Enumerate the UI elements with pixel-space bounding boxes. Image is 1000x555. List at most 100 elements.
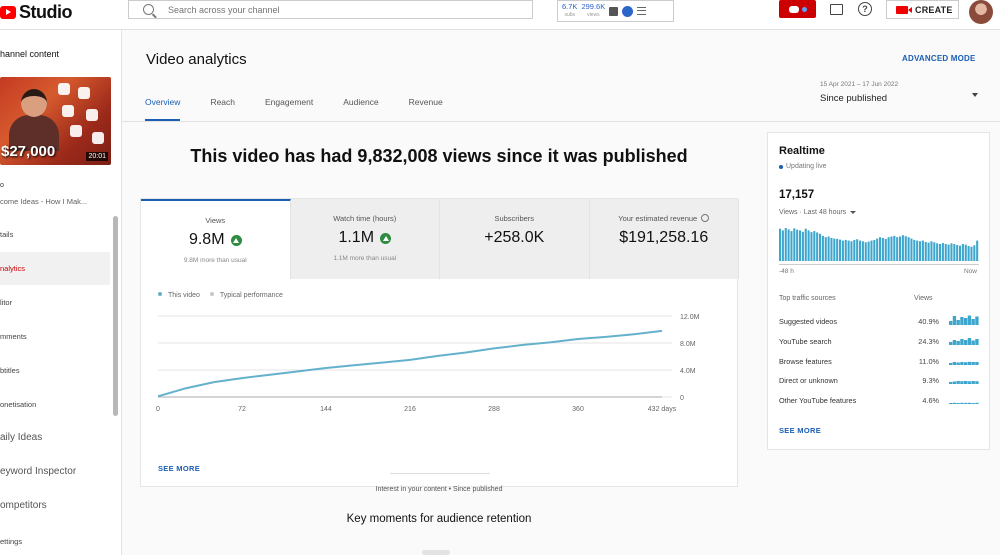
sidebar-item-subtitles[interactable]: btitles [0, 366, 20, 375]
realtime-bar [790, 231, 793, 261]
metric-subscribers[interactable]: Subscribers +258.0K [440, 199, 590, 279]
realtime-bar [844, 239, 847, 261]
realtime-bar [861, 241, 864, 261]
sparkline-bar [956, 403, 960, 405]
realtime-bar [807, 230, 810, 261]
sparkline-bar [960, 361, 964, 365]
y-tick-label: 0 [680, 395, 684, 402]
traffic-sparkline [949, 337, 979, 345]
info-icon[interactable] [701, 214, 710, 222]
notification-dot-icon [801, 6, 807, 12]
tab-engagement[interactable]: Engagement [265, 97, 314, 107]
video-duration: 20:01 [86, 152, 108, 161]
metric-revenue[interactable]: Your estimated revenue $191,258.16 [589, 199, 739, 279]
scroll-chip [422, 550, 450, 555]
sidebar-item-daily-ideas[interactable]: aily Ideas [0, 432, 43, 443]
traffic-source-row[interactable]: Browse features 11.0% [779, 353, 979, 373]
thumbnail-person [9, 89, 59, 151]
sidebar-item-comments[interactable]: mments [0, 332, 27, 341]
chart-legend: This video Typical performance [158, 292, 283, 299]
realtime-bar [887, 237, 890, 261]
sidebar-item-settings[interactable]: ettings [0, 537, 23, 546]
realtime-period-selector[interactable]: Views · Last 48 hours [779, 209, 857, 216]
interest-label: Interest in your content • Since publish… [375, 486, 503, 493]
sidebar-item-editor[interactable]: litor [0, 298, 13, 307]
extension-logo-icon[interactable] [622, 5, 634, 17]
sidebar: hannel content $27,000 20:01 o come Idea… [0, 30, 122, 555]
realtime-bar [884, 238, 887, 261]
y-tick-label: 8.0M [680, 341, 696, 348]
video-thumbnail[interactable]: $27,000 20:01 [0, 77, 111, 165]
sidebar-scrollbar[interactable] [113, 216, 118, 416]
messages-button[interactable] [779, 0, 816, 18]
metric-label: Views [205, 216, 226, 225]
realtime-bar [933, 242, 936, 261]
metric-tabs: Views 9.8M 9.8M more than usual Watch ti… [141, 199, 739, 279]
traffic-source-row[interactable]: YouTube search 24.3% [779, 333, 979, 353]
traffic-source-name: YouTube search [779, 336, 832, 346]
sparkline-bar [960, 381, 964, 385]
realtime-bar [927, 242, 930, 261]
avatar[interactable] [969, 0, 993, 24]
x-tick-label: 72 [238, 406, 246, 413]
sidebar-item-details[interactable]: tails [0, 230, 14, 239]
realtime-see-more-link[interactable]: SEE MORE [779, 426, 821, 435]
realtime-bar [819, 233, 822, 261]
search-icon [143, 4, 154, 15]
ext-stat: 6.7K subs [562, 2, 578, 19]
see-more-link[interactable]: SEE MORE [158, 464, 200, 473]
traffic-source-name: Direct or unknown [779, 376, 838, 386]
create-button[interactable]: CREATE [886, 0, 959, 19]
realtime-views: 17,157 [779, 189, 815, 201]
search-box[interactable] [128, 0, 533, 19]
views-chart[interactable]: 0 4.0M 8.0M 12.0M 0 72 144 216 288 360 432 days [141, 299, 739, 429]
realtime-bar [859, 240, 862, 261]
help-button[interactable]: ? [857, 1, 873, 17]
traffic-source-row[interactable]: Other YouTube features 4.6% [779, 392, 979, 412]
realtime-bar [970, 246, 973, 261]
thumbnail-icon [86, 109, 98, 121]
sparkline-bar [956, 340, 960, 345]
realtime-axis [779, 264, 979, 265]
realtime-bar [799, 230, 802, 261]
realtime-bar [787, 229, 790, 261]
realtime-bar [973, 245, 976, 261]
menu-icon[interactable] [637, 7, 647, 15]
feedback-button[interactable] [828, 1, 844, 17]
realtime-bar [944, 244, 947, 261]
traffic-source-row[interactable]: Direct or unknown 9.3% [779, 372, 979, 392]
studio-logo[interactable]: Studio [0, 2, 73, 23]
thumbnail-icon [58, 83, 70, 95]
tab-revenue[interactable]: Revenue [408, 97, 443, 107]
sidebar-item-analytics[interactable]: nalytics [0, 252, 110, 285]
realtime-bar [959, 245, 962, 261]
search-input[interactable] [168, 4, 468, 15]
date-range-selector[interactable]: 15 Apr 2021 – 17 Jun 2022 Since publishe… [820, 81, 980, 104]
sparkline-bar [975, 338, 979, 345]
sidebar-item-keyword-inspector[interactable]: eyword Inspector [0, 466, 77, 477]
sparkline-bar [975, 361, 979, 365]
traffic-sources-table: Suggested videos 40.9% YouTube search 24.3%… [779, 313, 979, 412]
advanced-mode-link[interactable]: ADVANCED MODE [902, 54, 976, 63]
extension-stats[interactable]: 6.7K subs 299.6K views [557, 0, 674, 22]
sparkline-bar [964, 403, 968, 405]
sparkline-bar [952, 361, 957, 365]
realtime-bar-chart[interactable] [779, 227, 979, 261]
sidebar-item-competitors[interactable]: ompetitors [0, 500, 47, 511]
tab-audience[interactable]: Audience [343, 97, 379, 107]
y-tick-label: 4.0M [680, 368, 696, 375]
realtime-bar [893, 235, 896, 261]
sidebar-item-monetisation[interactable]: onetisation [0, 400, 37, 409]
metric-watch-time[interactable]: Watch time (hours) 1.1M 1.1M more than u… [290, 199, 440, 279]
traffic-source-percent: 9.3% [922, 376, 939, 386]
video-camera-icon [896, 5, 912, 14]
sparkline-bar [956, 381, 960, 385]
metric-label: Subscribers [494, 214, 535, 223]
tab-overview[interactable]: Overview [145, 97, 181, 121]
extension-icon[interactable] [609, 6, 619, 16]
traffic-source-row[interactable]: Suggested videos 40.9% [779, 313, 979, 333]
realtime-bar [939, 244, 942, 261]
tab-reach[interactable]: Reach [210, 97, 236, 107]
realtime-bar [870, 240, 873, 261]
metric-views[interactable]: Views 9.8M 9.8M more than usual [141, 199, 291, 279]
